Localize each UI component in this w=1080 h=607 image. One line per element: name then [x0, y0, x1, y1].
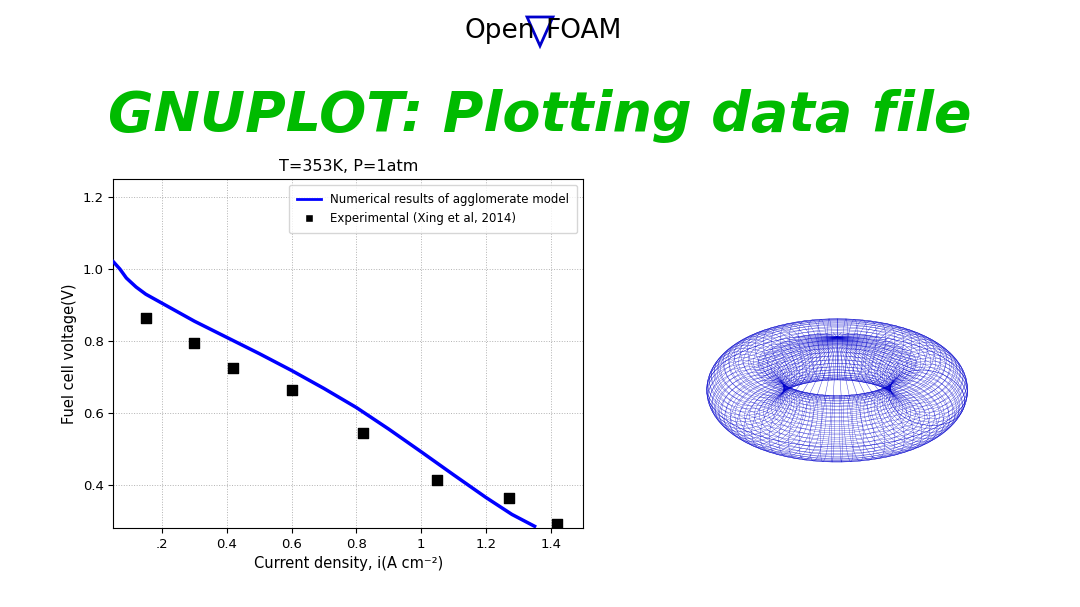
Numerical results of agglomerate model	[253, 350, 266, 357]
Legend: Numerical results of agglomerate model, Experimental (Xing et al, 2014): Numerical results of agglomerate model, …	[288, 185, 578, 234]
Numerical results of agglomerate model	[480, 494, 492, 501]
Text: GNUPLOT: Plotting data file: GNUPLOT: Plotting data file	[108, 89, 972, 143]
Numerical results of agglomerate model	[107, 258, 120, 265]
Numerical results of agglomerate model	[415, 448, 428, 455]
Experimental (Xing et al, 2014)	[549, 520, 566, 529]
Experimental (Xing et al, 2014)	[500, 493, 517, 503]
Numerical results of agglomerate model	[188, 317, 201, 325]
Text: FOAM: FOAM	[545, 18, 622, 44]
Line: Numerical results of agglomerate model: Numerical results of agglomerate model	[113, 262, 535, 526]
Numerical results of agglomerate model	[318, 385, 330, 392]
Experimental (Xing et al, 2014)	[186, 338, 203, 348]
Title: T=353K, P=1atm: T=353K, P=1atm	[279, 159, 418, 174]
Numerical results of agglomerate model	[220, 334, 233, 341]
Numerical results of agglomerate model	[285, 367, 298, 374]
Y-axis label: Fuel cell voltage(V): Fuel cell voltage(V)	[62, 283, 77, 424]
Numerical results of agglomerate model	[120, 274, 133, 282]
Numerical results of agglomerate model	[130, 283, 143, 291]
Numerical results of agglomerate model	[447, 471, 460, 478]
Experimental (Xing et al, 2014)	[354, 428, 372, 438]
Experimental (Xing et al, 2014)	[137, 313, 154, 322]
Text: Open: Open	[464, 18, 535, 44]
Numerical results of agglomerate model	[156, 300, 168, 307]
Experimental (Xing et al, 2014)	[283, 385, 300, 395]
Numerical results of agglomerate model	[505, 510, 518, 518]
Numerical results of agglomerate model	[382, 426, 395, 433]
Experimental (Xing et al, 2014)	[429, 475, 446, 484]
X-axis label: Current density, i(A cm⁻²): Current density, i(A cm⁻²)	[254, 557, 443, 571]
Numerical results of agglomerate model	[139, 291, 152, 298]
Polygon shape	[527, 17, 553, 46]
Numerical results of agglomerate model	[528, 523, 541, 530]
Numerical results of agglomerate model	[350, 404, 363, 411]
Experimental (Xing et al, 2014)	[225, 363, 242, 373]
Numerical results of agglomerate model	[113, 265, 126, 273]
